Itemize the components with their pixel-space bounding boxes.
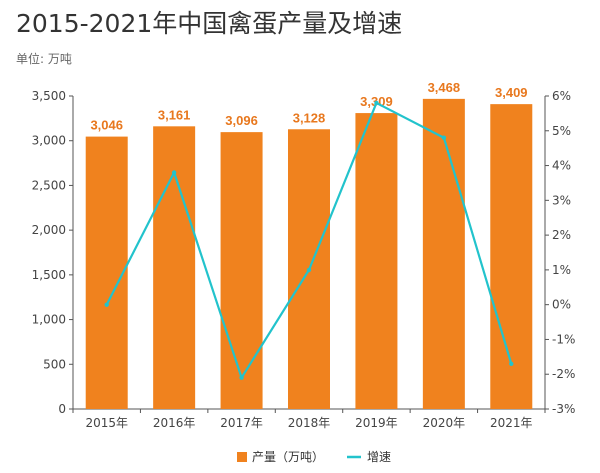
chart-title: 2015-2021年中国禽蛋产量及增速 (16, 9, 403, 38)
bar (422, 98, 465, 409)
y-right-tick-label: 2% (552, 228, 571, 242)
y-left-tick-label: 2,500 (32, 178, 66, 192)
growth-point (374, 100, 379, 106)
y-right-tick-label: 1% (552, 263, 571, 277)
bar (220, 132, 263, 409)
legend-bar-label: 产量（万吨） (252, 450, 324, 464)
y-right-tick-label: 3% (552, 193, 571, 207)
y-right-tick-label: 0% (552, 298, 571, 312)
x-tick-label: 2016年 (153, 416, 196, 430)
x-tick-label: 2020年 (423, 416, 466, 430)
y-left-tick-label: 0 (58, 402, 66, 416)
growth-point (509, 361, 514, 366)
growth-point (239, 375, 244, 380)
y-right-tick-label: 6% (552, 89, 571, 103)
y-left-tick-label: 1,000 (32, 313, 66, 327)
chart-subtitle: 单位: 万吨 (16, 52, 72, 66)
bar-data-label: 3,046 (90, 118, 123, 133)
bar-data-label: 3,128 (293, 110, 326, 125)
y-left-tick-label: 3,000 (32, 134, 66, 148)
y-left-tick-label: 2,000 (32, 223, 66, 237)
x-tick-label: 2019年 (355, 416, 398, 430)
growth-point (441, 135, 447, 140)
x-tick-label: 2018年 (288, 416, 331, 430)
growth-point (104, 302, 109, 307)
legend-line-label: 增速 (367, 450, 391, 464)
y-left-tick-label: 3,500 (32, 89, 66, 103)
bar (490, 104, 533, 409)
bar (355, 113, 398, 409)
bar (85, 136, 128, 409)
legend-bar-swatch (237, 452, 247, 462)
y-right-tick-label: -2% (552, 367, 575, 381)
bar-data-label: 3,409 (495, 85, 528, 100)
growth-point (171, 170, 177, 175)
bar-data-label: 3,096 (225, 113, 258, 128)
bar (153, 126, 196, 409)
x-tick-label: 2017年 (220, 416, 263, 430)
y-right-tick-label: -3% (552, 402, 575, 416)
bar-data-label: 3,468 (428, 80, 461, 95)
y-right-tick-label: -1% (552, 332, 575, 346)
growth-point (306, 267, 312, 273)
y-right-tick-label: 5% (552, 124, 571, 138)
x-tick-label: 2015年 (85, 416, 128, 430)
bar-data-label: 3,161 (158, 107, 191, 122)
y-left-tick-label: 500 (43, 357, 66, 371)
y-left-tick-label: 1,500 (32, 268, 66, 282)
y-right-tick-label: 4% (552, 159, 571, 173)
x-tick-label: 2021年 (490, 416, 533, 430)
